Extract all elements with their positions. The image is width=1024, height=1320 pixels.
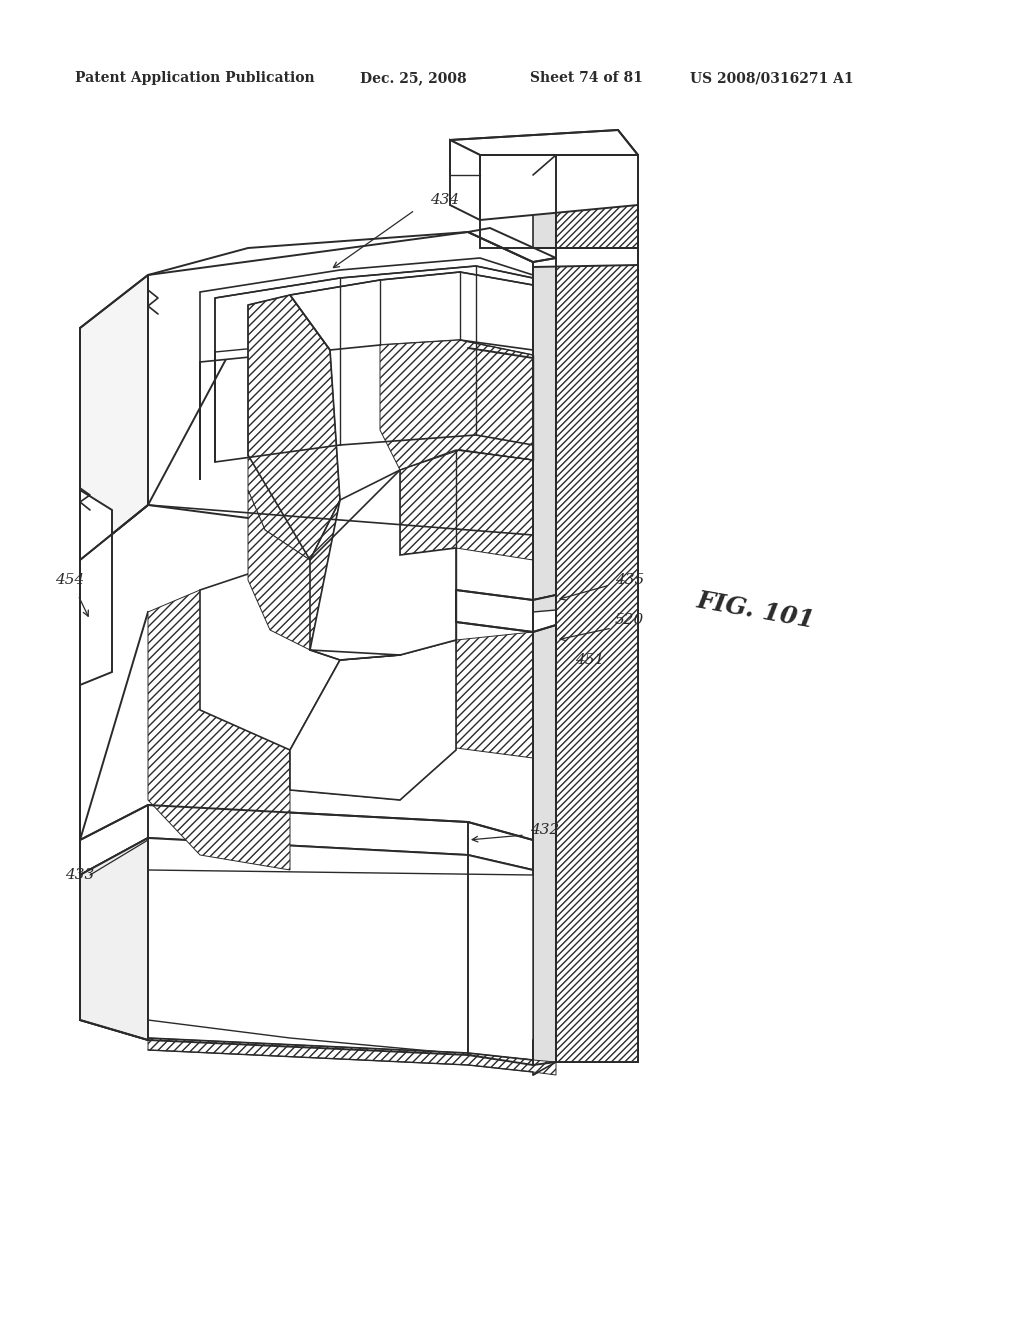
Polygon shape (200, 257, 534, 480)
Polygon shape (80, 838, 534, 1065)
Polygon shape (556, 154, 638, 1063)
Polygon shape (80, 490, 112, 685)
Text: 451: 451 (575, 653, 604, 667)
Polygon shape (248, 490, 340, 649)
Text: Sheet 74 of 81: Sheet 74 of 81 (530, 71, 643, 84)
Polygon shape (148, 232, 534, 506)
Polygon shape (215, 267, 534, 462)
Text: FIG. 101: FIG. 101 (695, 587, 817, 632)
Polygon shape (456, 590, 556, 632)
Polygon shape (80, 275, 148, 560)
Polygon shape (200, 560, 340, 750)
Polygon shape (480, 154, 638, 220)
Polygon shape (450, 129, 638, 154)
Polygon shape (400, 450, 534, 560)
Polygon shape (534, 154, 556, 1074)
Polygon shape (80, 838, 148, 1040)
Text: 454: 454 (55, 573, 84, 587)
Polygon shape (148, 590, 290, 870)
Polygon shape (148, 1038, 556, 1074)
Text: Dec. 25, 2008: Dec. 25, 2008 (360, 71, 467, 84)
Polygon shape (534, 595, 556, 612)
Polygon shape (310, 470, 456, 660)
Text: Patent Application Publication: Patent Application Publication (75, 71, 314, 84)
Polygon shape (290, 640, 456, 800)
Polygon shape (80, 506, 534, 840)
Text: 435: 435 (615, 573, 644, 587)
Text: 432: 432 (530, 822, 559, 837)
Text: US 2008/0316271 A1: US 2008/0316271 A1 (690, 71, 854, 84)
Polygon shape (148, 870, 534, 1060)
Polygon shape (380, 341, 534, 470)
Text: 434: 434 (430, 193, 459, 207)
Polygon shape (456, 632, 534, 758)
Polygon shape (450, 140, 480, 220)
Polygon shape (80, 805, 534, 875)
Polygon shape (290, 272, 534, 350)
Polygon shape (248, 294, 340, 560)
Text: 433: 433 (65, 869, 94, 882)
Text: 520: 520 (615, 612, 644, 627)
Polygon shape (480, 248, 638, 268)
Polygon shape (468, 228, 556, 261)
Polygon shape (290, 640, 456, 800)
